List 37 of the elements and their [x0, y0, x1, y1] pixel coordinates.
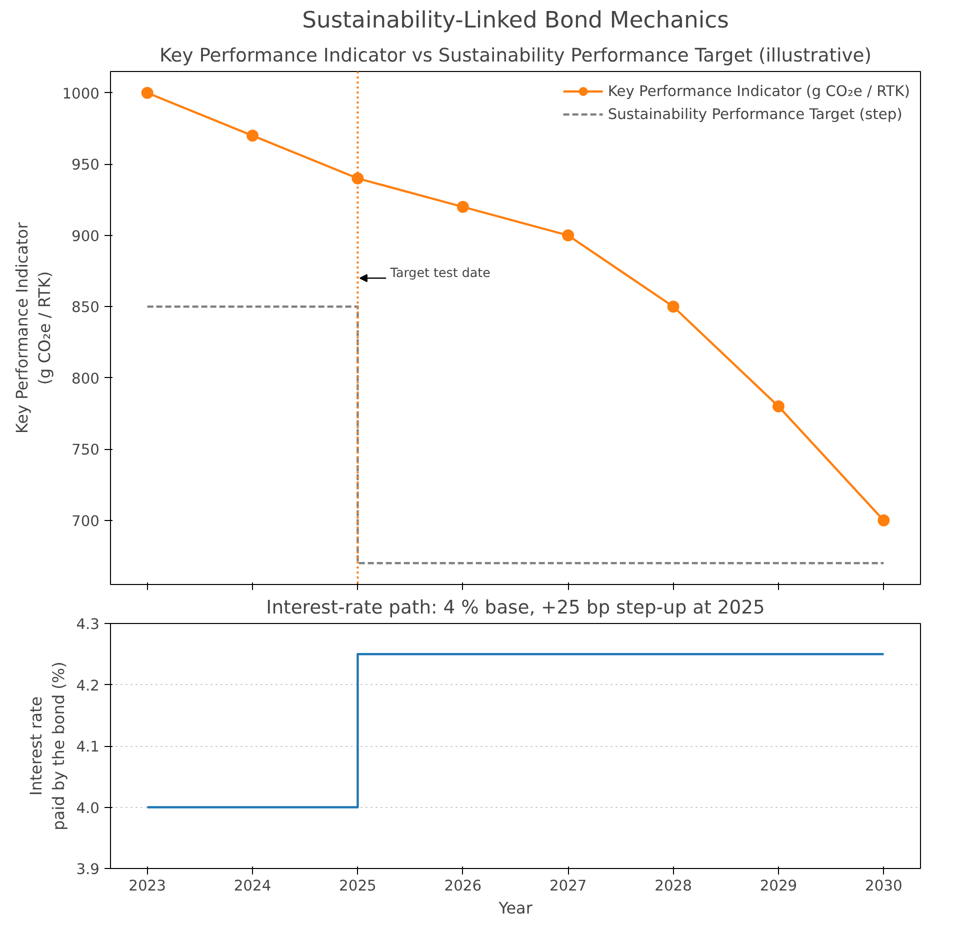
legend-label: Key Performance Indicator (g CO₂e / RTK): [608, 82, 910, 100]
point: [667, 300, 680, 313]
x-tick-label: 2027: [549, 878, 587, 894]
annotation: Target test date: [389, 265, 491, 280]
x-tick-label: 2029: [760, 878, 798, 894]
y-axis-title: Interest rate paid by the bond (%): [26, 662, 68, 830]
chart-title: Sustainability-Linked Bond Mechanics: [302, 8, 729, 34]
point: [352, 172, 364, 184]
y-tick-label: 900: [72, 228, 100, 245]
y-tick-label: 750: [72, 442, 100, 459]
x-axis-title: Year: [498, 898, 533, 918]
y-tick-label: 3.9: [76, 861, 100, 878]
y-tick-label: 4.1: [76, 738, 100, 756]
y-tick-label: 1000: [62, 85, 100, 102]
y-tick-label: 4.0: [76, 800, 100, 817]
point: [141, 86, 154, 99]
y-tick-label: 700: [72, 512, 100, 530]
y-tick-label: 950: [72, 156, 100, 174]
chart-title: Interest-rate path: 4 % base, +25 bp step-up at 2025: [266, 598, 765, 618]
x-tick-label: 2028: [654, 878, 692, 894]
point: [246, 130, 259, 142]
y-tick-label: 4.2: [76, 677, 100, 694]
legend-label: Sustainability Performance Target (step): [608, 106, 902, 122]
x-tick-label: 2025: [339, 878, 376, 894]
point: [878, 514, 890, 526]
x-tick-label: 2030: [865, 878, 902, 894]
y-tick-label: 800: [72, 370, 100, 388]
y-tick-label: 850: [72, 299, 100, 316]
x-tick-label: 2024: [234, 878, 272, 894]
chart-subtitle: Key Performance Indicator vs Sustainability Performance Target (illustrative): [159, 46, 872, 66]
point: [456, 200, 469, 213]
y-tick-label: 4.3: [76, 616, 100, 633]
x-tick-label: 2023: [128, 878, 166, 894]
x-tick-label: 2026: [444, 878, 482, 894]
y-axis-title: Key Performance Indicator (g CO₂e / RTK): [12, 222, 54, 434]
point: [562, 229, 574, 242]
point: [772, 400, 784, 412]
